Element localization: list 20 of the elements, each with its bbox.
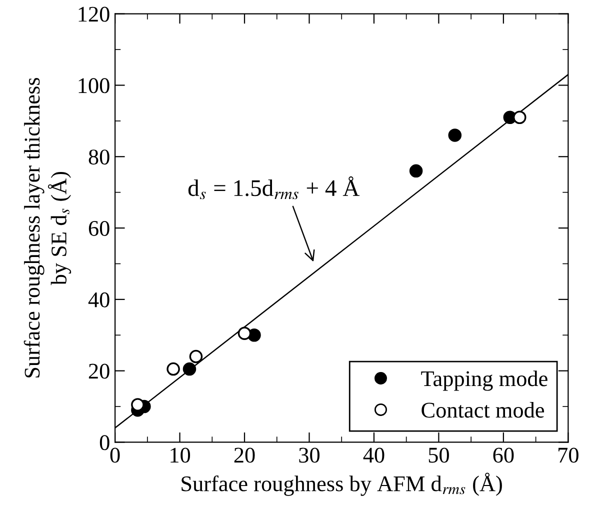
y-tick-label: 40 [88,292,110,308]
x-tick-label: 10 [170,448,190,463]
x-tick-label: 70 [558,448,578,463]
y-tick-label: 20 [88,364,110,379]
legend-label: Tapping mode [421,370,548,391]
x-tick-label: 40 [363,448,384,463]
y-tick-label: 80 [88,150,110,165]
x-axis-title: Surface roughness by AFM d$_{rms}$ (Å) [182,472,502,496]
x-tick-label: 60 [493,448,514,463]
y-tick-label: 100 [78,78,110,94]
y-tick-label: 60 [88,220,110,236]
y-axis-title: Surface roughness layer thickness by SE d$_{s}$ (Å) [24,78,72,378]
y-tick-label: 0 [100,435,110,450]
x-tick-label: 20 [234,448,255,463]
annotation: d$_{s}$ = 1.5d$_{rms}$ + 4 Å [188,176,360,200]
legend-label: Contact mode [422,402,544,418]
y-tick-label: 120 [78,6,110,22]
x-tick-label: 50 [428,448,449,463]
x-tick-label: 30 [299,448,320,463]
x-tick-label: 0 [110,448,120,463]
